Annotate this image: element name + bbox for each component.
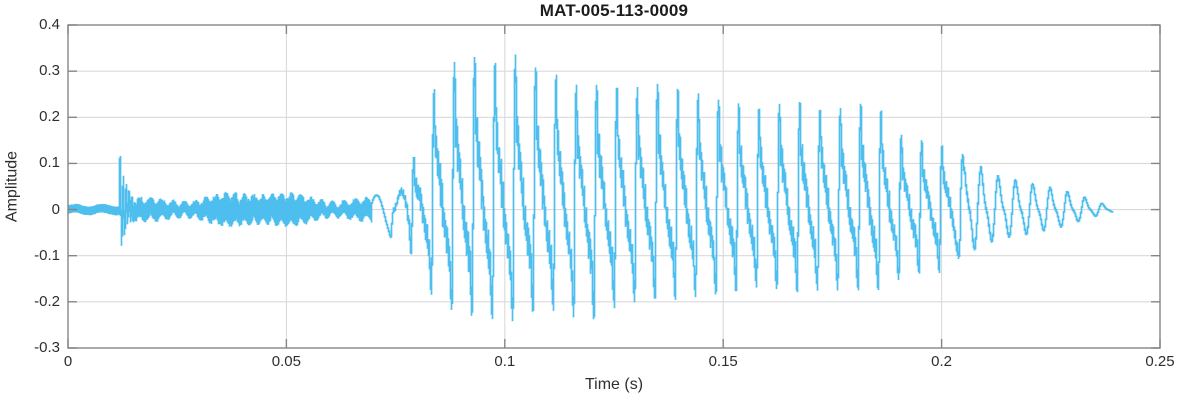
y-tick-label: 0.3: [39, 62, 60, 80]
y-tick-label: -0.1: [34, 246, 60, 264]
y-tick-label: 0.2: [39, 108, 60, 126]
x-tick-label: 0: [63, 353, 73, 370]
x-tick-label: 0.1: [494, 353, 516, 370]
x-tick-label: 0.2: [931, 353, 953, 370]
x-axis-label: Time (s): [584, 376, 644, 393]
x-tick-label: 0.15: [708, 353, 738, 370]
y-axis-label: Amplitude: [3, 150, 21, 223]
y-tick-label: 0.1: [39, 154, 60, 172]
y-tick-label: -0.3: [34, 339, 60, 356]
x-tick-label: 0.05: [271, 353, 301, 370]
y-tick-label: 0.4: [39, 16, 60, 33]
y-tick-label: -0.2: [34, 292, 60, 310]
chart-title: MAT-005-113-0009: [539, 1, 689, 20]
y-tick-label: 0: [51, 200, 60, 218]
x-tick-label: 0.25: [1145, 353, 1175, 370]
